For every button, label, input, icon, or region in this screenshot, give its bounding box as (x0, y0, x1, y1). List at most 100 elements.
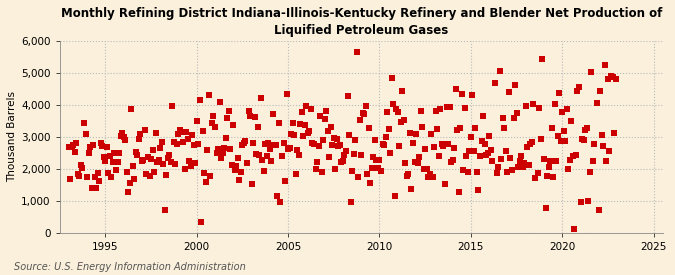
Point (402, 174, 412, 178)
Point (220, 136, 231, 141)
Text: Source: U.S. Energy Information Administration: Source: U.S. Energy Information Administ… (14, 262, 245, 272)
Point (146, 156, 157, 161)
Point (155, 145, 165, 150)
Point (130, 150, 141, 155)
Point (339, 153, 350, 158)
Point (211, 151, 222, 156)
Point (242, 161, 252, 165)
Point (374, 158, 385, 163)
Point (508, 116, 519, 120)
Point (219, 145, 230, 150)
Point (315, 114, 325, 119)
Point (389, 193, 400, 198)
Point (359, 112, 370, 117)
Point (82, 175, 92, 180)
Point (147, 148, 158, 152)
Point (290, 171, 301, 176)
Point (425, 172, 435, 176)
Point (105, 154, 115, 158)
Point (385, 151, 396, 155)
Point (124, 180, 135, 185)
Point (238, 141, 249, 145)
Point (562, 106, 572, 111)
Point (244, 114, 255, 119)
Point (466, 134, 477, 139)
Point (71, 141, 82, 146)
Point (354, 117, 365, 122)
Point (203, 93, 214, 98)
Point (254, 153, 265, 157)
Point (182, 137, 193, 141)
Point (263, 141, 273, 145)
Point (601, 159, 612, 163)
Point (122, 170, 132, 174)
Point (128, 164, 138, 168)
Point (148, 170, 159, 174)
Point (388, 102, 399, 106)
Point (534, 106, 545, 110)
Point (444, 104, 455, 109)
Point (230, 168, 240, 172)
Point (381, 110, 392, 114)
Point (66, 145, 77, 150)
Point (86, 186, 97, 190)
Point (533, 171, 543, 175)
Point (543, 165, 554, 169)
Point (161, 173, 171, 177)
Point (496, 156, 507, 161)
Point (163, 156, 173, 160)
Point (522, 145, 533, 149)
Point (101, 145, 112, 149)
Point (371, 158, 382, 163)
Point (250, 152, 261, 156)
Point (511, 111, 522, 115)
Title: Monthly Refining District Indiana-Illinois-Kentucky Refinery and Blender Net Pro: Monthly Refining District Indiana-Illino… (61, 7, 662, 37)
Point (103, 171, 114, 175)
Point (576, 137, 587, 141)
Point (368, 155, 379, 159)
Point (383, 126, 394, 131)
Point (586, 70, 597, 74)
Point (476, 139, 487, 144)
Point (351, 50, 362, 54)
Point (448, 157, 458, 162)
Point (115, 134, 126, 138)
Point (526, 140, 537, 145)
Point (199, 170, 210, 175)
Point (313, 144, 324, 148)
Point (255, 95, 266, 100)
Point (181, 129, 192, 134)
Point (505, 156, 516, 160)
Point (478, 114, 489, 119)
Point (140, 128, 151, 132)
Point (377, 142, 388, 147)
Point (592, 101, 603, 105)
Point (437, 141, 448, 146)
Point (338, 159, 348, 164)
Point (200, 180, 211, 185)
Point (231, 164, 242, 169)
Point (97, 144, 108, 148)
Point (429, 144, 439, 149)
Point (599, 63, 610, 67)
Point (248, 141, 259, 145)
Point (129, 176, 140, 181)
Point (493, 165, 504, 169)
Point (357, 111, 368, 115)
Point (283, 147, 294, 151)
Point (169, 139, 180, 144)
Point (94, 179, 105, 183)
Point (547, 175, 558, 179)
Point (585, 170, 595, 174)
Point (420, 147, 431, 152)
Point (84, 144, 95, 149)
Point (325, 125, 336, 129)
Point (318, 138, 329, 142)
Point (237, 143, 248, 147)
Point (380, 134, 391, 139)
Point (194, 98, 205, 102)
Point (298, 134, 308, 138)
Point (228, 123, 239, 128)
Point (185, 164, 196, 168)
Point (157, 140, 167, 145)
